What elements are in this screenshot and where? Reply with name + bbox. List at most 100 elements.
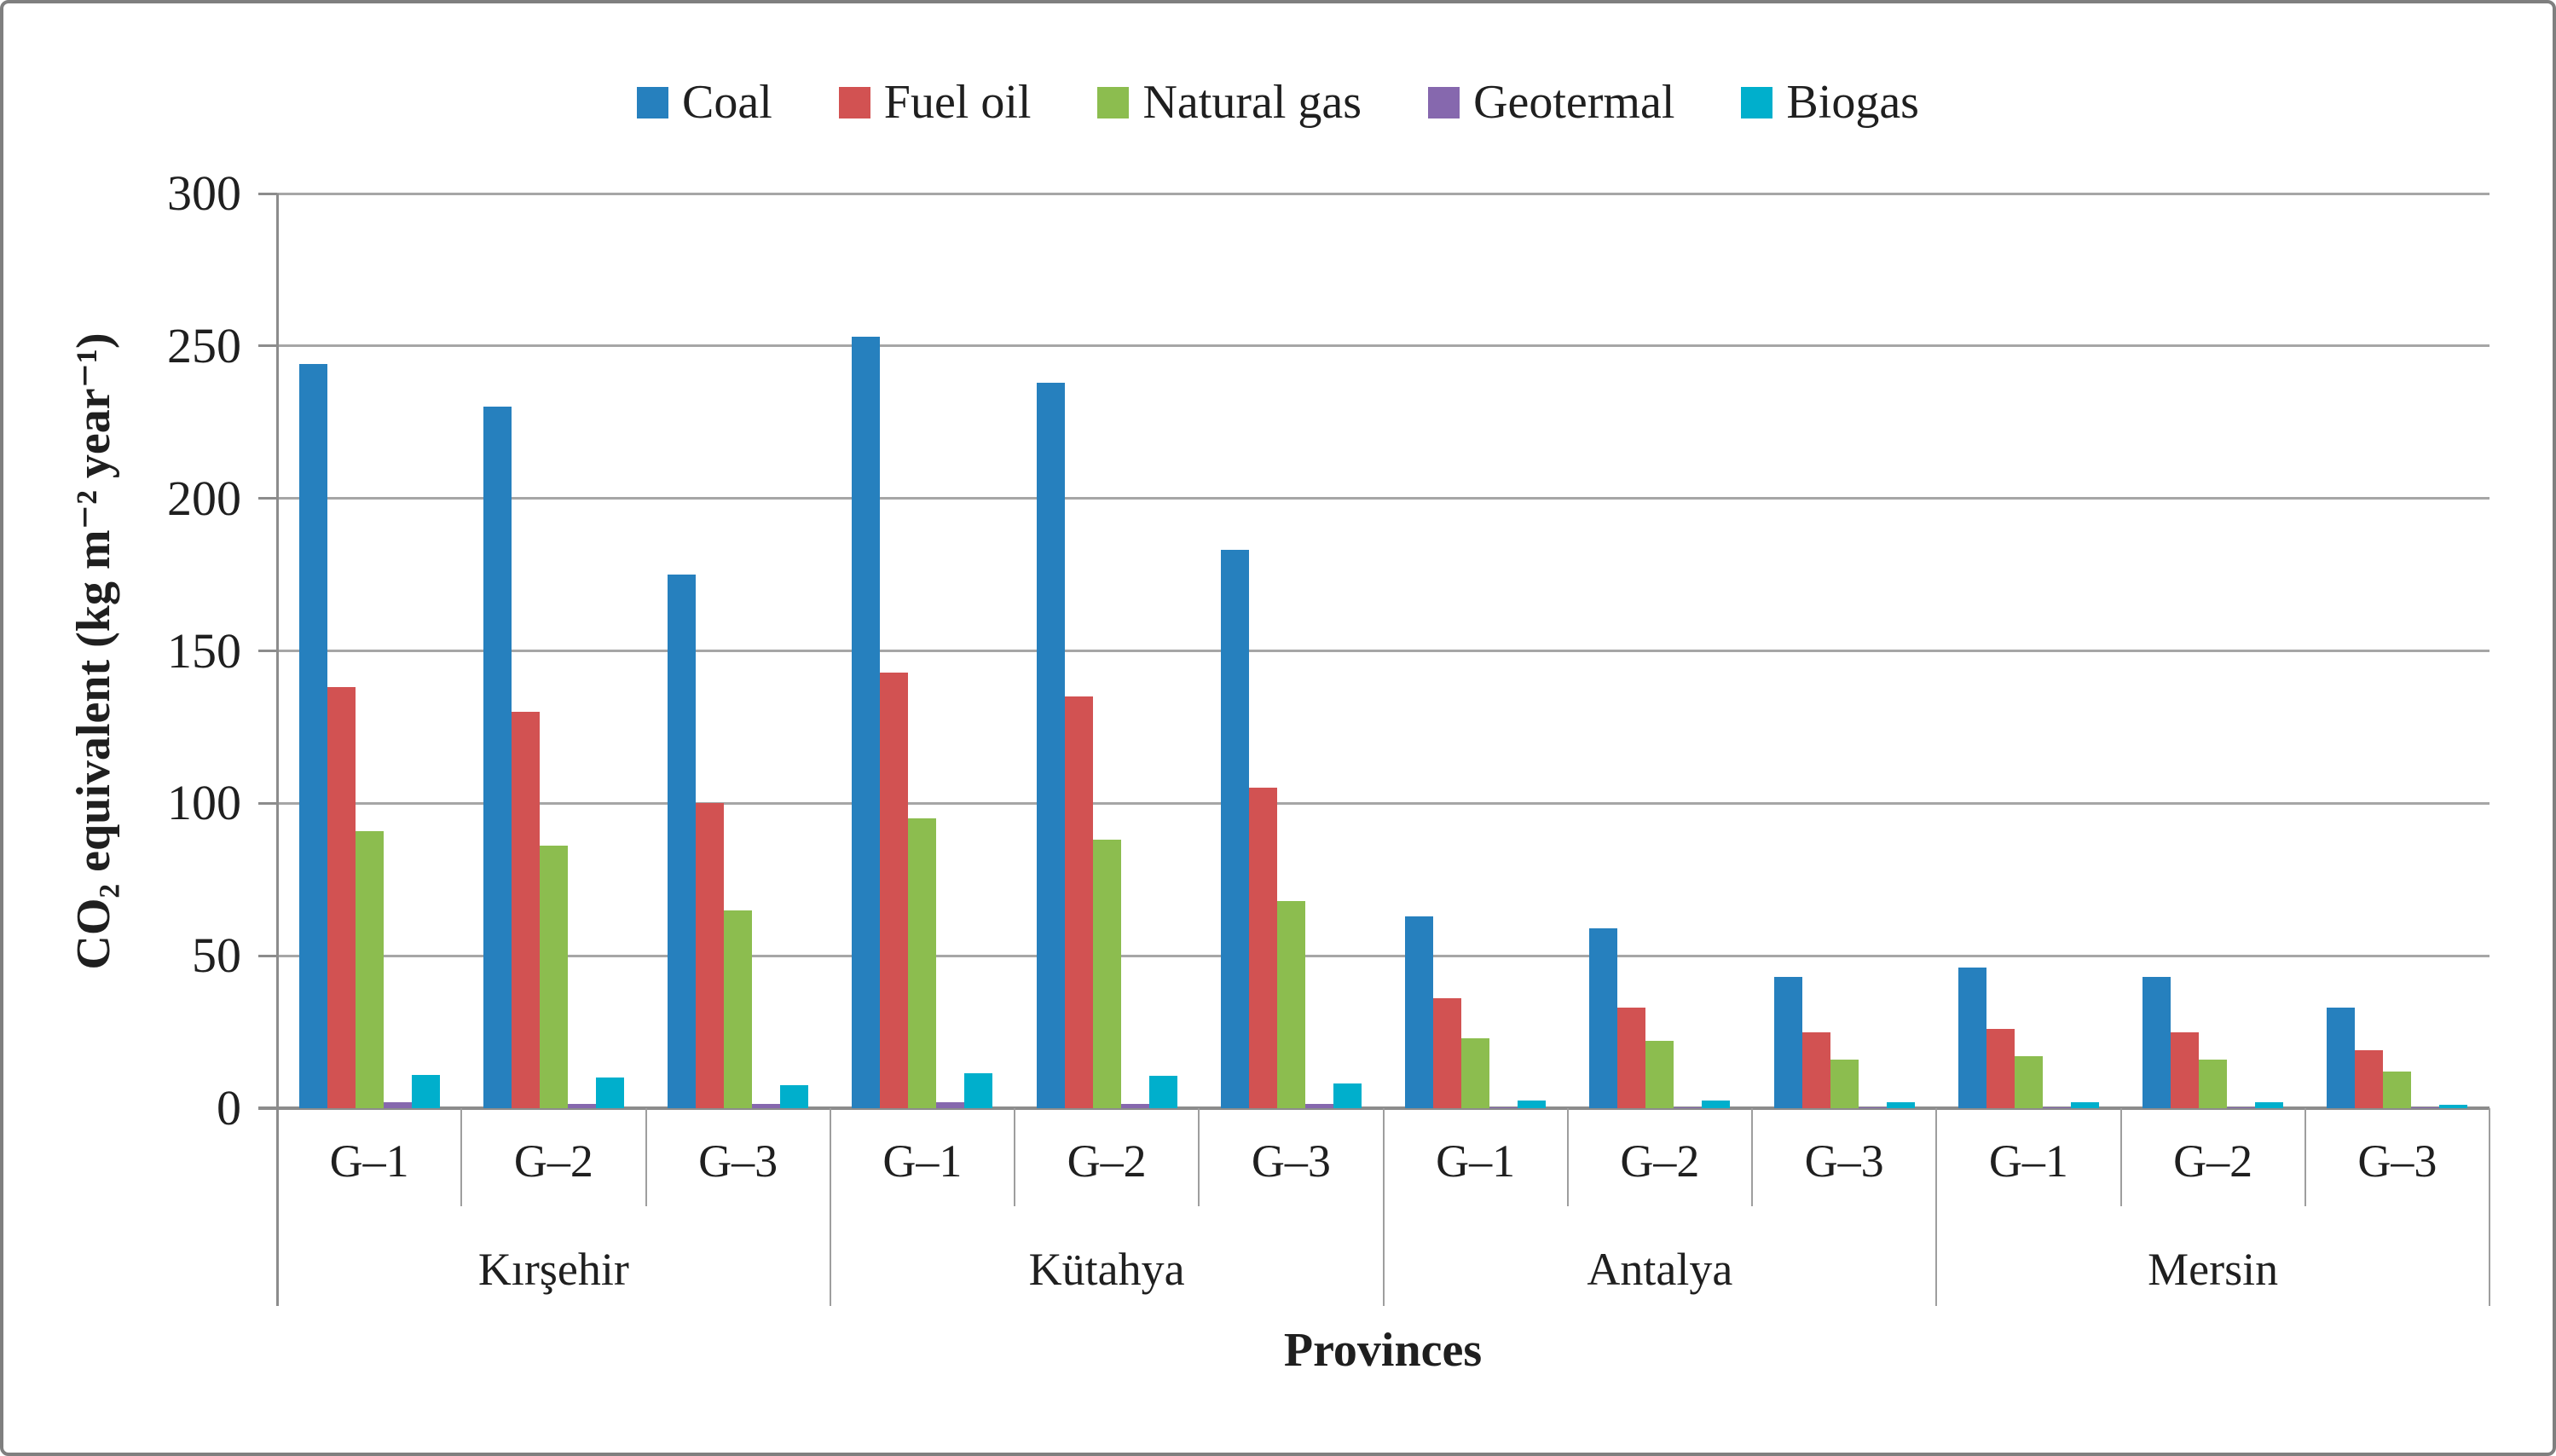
legend-swatch-icon — [637, 86, 669, 118]
bar-coal — [298, 364, 327, 1108]
bar-coal — [668, 575, 697, 1108]
gridline — [277, 192, 2489, 195]
bar-fuel-oil — [880, 672, 909, 1108]
province-label: Kırşehir — [477, 1244, 629, 1295]
bar-coal — [1589, 927, 1618, 1108]
gridline — [277, 344, 2489, 348]
plot-area: 0 50 100 150 200 250 300 G–1 G–2 G–3 G–1 G–2 G–3 G–1 G… — [3, 3, 2553, 1453]
bar-fuel-oil — [327, 687, 356, 1108]
bar-coal — [1957, 968, 1986, 1108]
category-label: G–3 — [1251, 1135, 1331, 1187]
bar-natural-gas — [1645, 1041, 1674, 1108]
bar-geotermal — [2042, 1106, 2071, 1108]
bar-geotermal — [1120, 1103, 1149, 1108]
category-label: G–2 — [1067, 1135, 1147, 1187]
y-tick-label: 300 — [167, 165, 241, 221]
bar-coal — [1036, 382, 1065, 1108]
category-label: G–3 — [1804, 1135, 1884, 1187]
y-axis-line — [276, 194, 279, 1306]
gridline — [277, 497, 2489, 500]
category-label: G–2 — [2173, 1135, 2253, 1187]
province-label: Kütahya — [1028, 1244, 1185, 1295]
bar-geotermal — [1489, 1106, 1518, 1108]
category-separator — [1751, 1108, 1753, 1206]
bar-natural-gas — [539, 846, 568, 1108]
province-separator — [2489, 1108, 2490, 1306]
category-label: G–1 — [1436, 1135, 1516, 1187]
bar-natural-gas — [2199, 1059, 2228, 1108]
bar-coal — [483, 407, 512, 1108]
bar-biogas — [1518, 1101, 1547, 1108]
y-axis-tick — [258, 192, 277, 195]
y-axis-tick — [258, 650, 277, 652]
bar-fuel-oil — [1433, 998, 1462, 1108]
bar-geotermal — [752, 1103, 781, 1108]
bar-natural-gas — [2014, 1056, 2043, 1108]
category-label: G–3 — [698, 1135, 778, 1187]
bar-fuel-oil — [1064, 696, 1093, 1108]
legend-swatch-icon — [1097, 86, 1130, 118]
bar-biogas — [1148, 1076, 1177, 1108]
bar-natural-gas — [355, 830, 384, 1108]
category-separator — [1566, 1108, 1569, 1206]
bar-biogas — [2070, 1101, 2099, 1108]
bar-biogas — [780, 1085, 809, 1108]
legend-label: Fuel oil — [883, 76, 1032, 129]
province-label: Mersin — [2148, 1244, 2279, 1295]
y-tick-label: 50 — [192, 927, 241, 984]
bar-biogas — [1886, 1101, 1915, 1108]
y-tick-label: 100 — [167, 775, 241, 831]
bar-natural-gas — [1830, 1059, 1859, 1108]
bar-fuel-oil — [2355, 1050, 2384, 1108]
bar-coal — [852, 337, 881, 1108]
province-separator — [1935, 1108, 1938, 1306]
bar-geotermal — [1674, 1106, 1703, 1108]
legend-item: Geotermal — [1428, 75, 1674, 130]
bar-coal — [2143, 977, 2171, 1108]
bar-biogas — [595, 1078, 624, 1108]
category-separator — [1198, 1108, 1200, 1206]
x-axis-title: Provinces — [1283, 1324, 1483, 1377]
y-tick-label: 200 — [167, 470, 241, 526]
bar-coal — [1405, 916, 1434, 1108]
y-axis-title: CO₂ equivalent (kg m⁻² year⁻¹) — [67, 332, 120, 970]
bar-fuel-oil — [1617, 1007, 1646, 1108]
bar-natural-gas — [724, 910, 753, 1108]
x-axis-line — [258, 1106, 2489, 1110]
province-separator — [1382, 1108, 1385, 1306]
category-separator — [2119, 1108, 2122, 1206]
gridline — [277, 650, 2489, 652]
y-axis-tick — [258, 801, 277, 805]
legend-label: Coal — [682, 76, 772, 129]
y-tick-label: 250 — [167, 317, 241, 373]
bar-fuel-oil — [2171, 1031, 2200, 1108]
y-axis-tick — [258, 344, 277, 348]
bar-geotermal — [1858, 1106, 1887, 1108]
bar-geotermal — [1304, 1103, 1333, 1108]
bar-coal — [1220, 550, 1249, 1108]
bar-geotermal — [383, 1101, 412, 1108]
category-separator — [460, 1108, 463, 1206]
bar-natural-gas — [908, 818, 937, 1108]
bar-biogas — [1702, 1101, 1731, 1108]
legend-label: Biogas — [1786, 76, 1919, 129]
bar-fuel-oil — [1986, 1029, 2015, 1108]
category-label: G–2 — [513, 1135, 593, 1187]
gridline — [277, 801, 2489, 805]
province-label: Antalya — [1587, 1244, 1733, 1295]
category-separator — [645, 1108, 647, 1206]
y-axis-tick — [258, 954, 277, 957]
bar-fuel-oil — [696, 803, 725, 1108]
category-label: G–3 — [2357, 1135, 2437, 1187]
legend: Coal Fuel oil Natural gas Geotermal Biogas — [3, 75, 2553, 130]
bar-natural-gas — [1092, 840, 1121, 1108]
bar-coal — [1773, 977, 1802, 1108]
legend-label: Natural gas — [1142, 76, 1362, 129]
province-separator — [829, 1108, 831, 1306]
bar-geotermal — [567, 1103, 596, 1108]
bar-geotermal — [2411, 1106, 2440, 1108]
legend-item: Fuel oil — [838, 75, 1032, 130]
category-separator — [2304, 1108, 2306, 1206]
y-axis-tick — [258, 497, 277, 500]
bar-fuel-oil — [511, 712, 540, 1108]
